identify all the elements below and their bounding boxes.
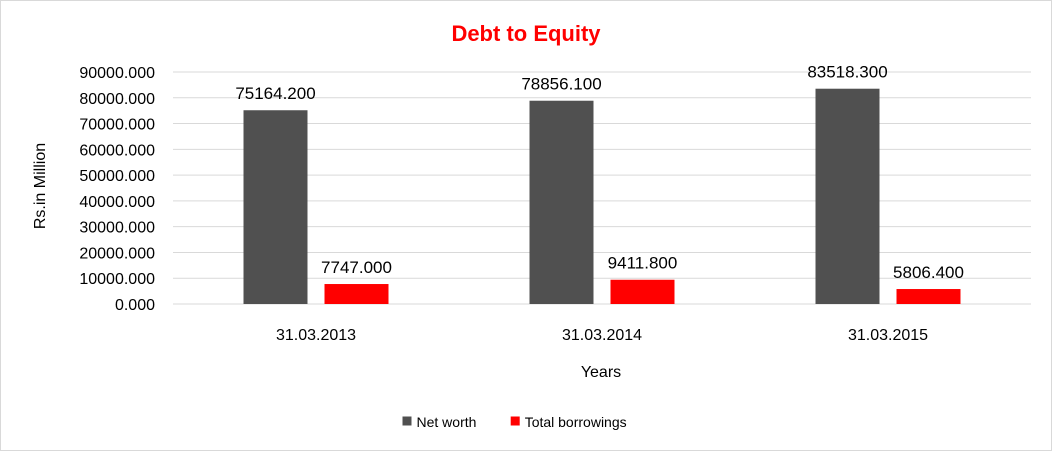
data-labels: 75164.200 7747.000 78856.100 9411.800 83518.… <box>235 63 964 282</box>
legend: Net worth Total borrowings <box>402 414 627 430</box>
data-label: 75164.200 <box>235 84 315 103</box>
legend-label: Net worth <box>417 414 477 430</box>
gridlines <box>173 71 1031 305</box>
bar-total-borrowings <box>610 279 675 304</box>
y-tick-label: 40000.000 <box>79 194 155 211</box>
legend-swatch <box>402 416 412 426</box>
y-tick-label: 50000.000 <box>79 168 155 185</box>
data-label: 5806.400 <box>893 263 964 282</box>
x-tick-label: 31.03.2014 <box>562 327 642 344</box>
y-tick-label: 90000.000 <box>79 65 155 82</box>
y-tick-label: 80000.000 <box>79 91 155 108</box>
x-axis-ticks: 31.03.2013 31.03.2014 31.03.2015 <box>276 327 928 344</box>
legend-item: Total borrowings <box>510 414 627 430</box>
y-tick-label: 60000.000 <box>79 142 155 159</box>
bar-total-borrowings <box>324 284 389 304</box>
x-tick-label: 31.03.2015 <box>848 327 928 344</box>
y-tick-label: 0.000 <box>115 297 155 314</box>
y-tick-label: 70000.000 <box>79 117 155 134</box>
y-tick-label: 20000.000 <box>79 245 155 262</box>
legend-item: Net worth <box>402 414 477 430</box>
y-tick-label: 30000.000 <box>79 220 155 237</box>
data-label: 78856.100 <box>521 75 601 94</box>
x-tick-label: 31.03.2013 <box>276 327 356 344</box>
y-axis-ticks: 0.000 10000.000 20000.000 30000.000 40000.00… <box>79 65 155 314</box>
y-tick-label: 10000.000 <box>79 271 155 288</box>
bar-net-worth <box>529 100 594 304</box>
data-label: 9411.800 <box>608 254 678 273</box>
bar-net-worth <box>815 88 880 305</box>
bar-total-borrowings <box>896 289 961 304</box>
bars <box>243 88 961 305</box>
y-axis-title: Rs.in Million <box>32 143 49 229</box>
data-label: 7747.000 <box>321 258 392 277</box>
x-axis-title: Years <box>581 364 621 381</box>
chart-title: Debt to Equity <box>451 21 601 46</box>
data-label: 83518.300 <box>807 63 887 82</box>
bar-net-worth <box>243 110 308 304</box>
legend-swatch <box>510 416 520 426</box>
legend-label: Total borrowings <box>525 414 627 430</box>
